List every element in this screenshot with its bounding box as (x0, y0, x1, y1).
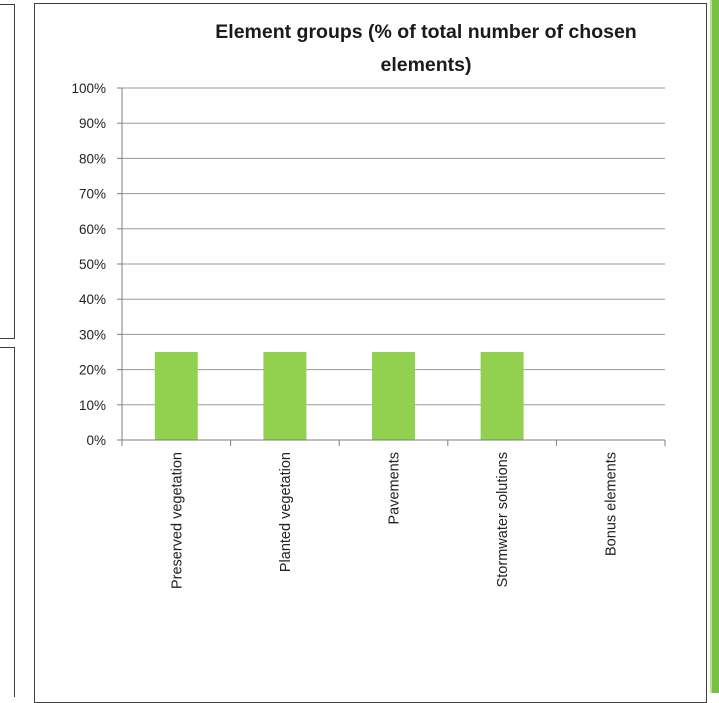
x-category-label-3: Stormwater solutions (495, 452, 511, 587)
left-panel-top (0, 4, 15, 339)
y-tick-label-6: 60% (79, 222, 106, 237)
y-tick-labels: 0% 10% 20% 30% 40% 50% 60% 70% 80% 90% 100% (71, 81, 106, 448)
axes (117, 87, 666, 446)
bar-1 (263, 352, 307, 440)
x-category-label-2: Pavements (387, 452, 403, 525)
y-tick-label-1: 10% (79, 398, 106, 413)
y-tick-label-0: 0% (86, 433, 106, 448)
bar-0 (154, 352, 198, 440)
bar-3 (480, 352, 524, 440)
chart-title-line-2: elements) (380, 54, 471, 76)
chart-frame (34, 3, 707, 703)
y-tick-label-8: 80% (79, 151, 106, 166)
x-category-label-1: Planted vegetation (278, 452, 294, 572)
y-tick-label-9: 90% (79, 116, 106, 131)
x-category-label-0: Preserved vegetation (169, 452, 185, 589)
bar-2 (372, 352, 415, 440)
bars (154, 352, 524, 440)
y-tick-label-2: 20% (79, 363, 106, 378)
y-tick-label-3: 30% (79, 327, 106, 342)
x-category-label-4: Bonus elements (604, 452, 620, 556)
left-panel-bottom (0, 347, 15, 697)
y-tick-label-5: 50% (79, 257, 106, 272)
x-category-labels: Preserved vegetation Planted vegetation Pa… (169, 452, 619, 589)
y-tick-label-10: 100% (71, 81, 106, 96)
green-accent-strip (710, 0, 719, 693)
green-accent-strip-highlight (710, 0, 712, 693)
gridlines (122, 87, 665, 406)
y-tick-label-4: 40% (79, 292, 106, 307)
y-tick-label-7: 70% (79, 187, 106, 202)
chart-title-line-1: Element groups (% of total number of cho… (215, 21, 636, 43)
